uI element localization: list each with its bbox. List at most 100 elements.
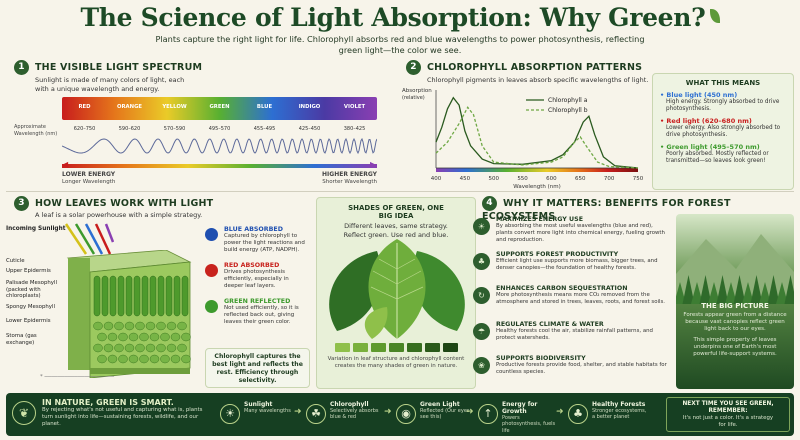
benefit-item: MAXIMIZES ENERGY USE By absorbing the mos… — [496, 216, 668, 243]
big-picture-text-2: This simple property of leaves underpins… — [693, 337, 777, 357]
page-subtitle: Plants capture the right light for life.… — [155, 34, 645, 55]
section-title: WHY IT MATTERS: BENEFITS FOR FOREST ECOS… — [482, 198, 731, 222]
spectrum-band-range: 590–620 — [118, 126, 141, 132]
sunlight-arrows — [64, 223, 114, 255]
color-swatch — [406, 343, 422, 352]
meaning-box: WHAT THIS MEANS • Blue light (450 nm) Hig… — [652, 73, 794, 190]
legend-dot — [205, 264, 218, 277]
color-swatch — [442, 343, 458, 352]
legend-dot — [205, 228, 218, 241]
x-tick-label: 450 — [460, 176, 471, 182]
meaning-title: WHAT THIS MEANS — [685, 79, 761, 87]
legend-text: BLUE ABSORBED Captured by chlorophyll to … — [224, 226, 308, 254]
arrow-right-icon: ➜ — [384, 407, 392, 417]
benefit-text: Efficient light use supports more biomas… — [496, 258, 658, 271]
benefit-title: ENHANCES CARBON SEQUESTRATION — [496, 285, 628, 292]
benefit-icon: ❀ — [473, 357, 490, 374]
lower-energy-label: LOWER ENERGY Longer Wavelength — [62, 171, 116, 185]
legend-desc: Captured by chlorophyll to power the lig… — [224, 233, 305, 253]
shades-panel: SHADES OF GREEN, ONE BIG IDEA Different … — [316, 197, 476, 389]
benefit-title: SUPPORTS BIODIVERSITY — [496, 355, 586, 362]
color-swatch — [370, 343, 386, 352]
step-item: Green Light Reflected (Our eyes see this) — [420, 401, 476, 421]
spectrum-band-range: 455–495 — [253, 126, 276, 132]
x-tick-label: 600 — [546, 176, 557, 182]
section-title: HOW LEAVES WORK WITH LIGHT — [35, 198, 214, 209]
leaf-icon — [709, 9, 720, 23]
wave-graphic — [62, 137, 377, 155]
legend-text: RED ABSORBED Drives photosynthesis effici… — [224, 262, 308, 290]
step-text: Powers photosynthesis, fuels life — [502, 415, 556, 434]
spectrum-band-range: 620–750 — [73, 126, 96, 132]
section-number: 3 — [14, 196, 29, 211]
section-description: Chlorophyll pigments in leaves absorb sp… — [427, 76, 649, 84]
leaf-legend: BLUE ABSORBED Captured by chlorophyll to … — [205, 226, 308, 334]
spectrum-band-label: GREEN — [209, 104, 230, 110]
step-icon: ◉ — [396, 404, 416, 424]
step-title: Energy for Growth — [502, 401, 538, 415]
footer-text: By rejecting what's not useful and captu… — [42, 407, 203, 427]
footnote-line: * ───────────────────── — [40, 374, 115, 380]
benefit-icon: ☂ — [473, 323, 490, 340]
spectrum-band-label: YELLOW — [162, 104, 187, 110]
section-number: 1 — [14, 60, 29, 75]
step-item: Chlorophyll Selectively absorbs blue & re… — [330, 401, 386, 421]
series-line-1 — [435, 96, 639, 169]
step-title: Green Light — [420, 401, 460, 408]
spectrum-strip — [436, 168, 638, 172]
arrow-right-icon: ➜ — [556, 407, 564, 417]
layer-label: Lower Epidermis — [6, 318, 51, 324]
step-title: Sunlight — [244, 401, 273, 408]
meaning-item-head: • Green light (495–570 nm) — [660, 143, 760, 151]
benefit-title: REGULATES CLIMATE & WATER — [496, 321, 604, 328]
series-line-2 — [435, 106, 639, 169]
legend-text: GREEN REFLECTED Not used efficiently, so … — [224, 298, 308, 326]
section-number: 2 — [406, 60, 421, 75]
big-picture-panel: THE BIG PICTURE Forests appear green fro… — [676, 214, 794, 389]
color-swatch — [424, 343, 440, 352]
x-tick-label: 500 — [488, 176, 499, 182]
arrow-left-icon: ◀ — [62, 160, 69, 169]
benefit-text: Healthy forests cool the air, stabilize … — [496, 328, 653, 341]
step-icon: ♣ — [568, 404, 588, 424]
layer-label: Cuticle — [6, 258, 25, 264]
y-axis-label-unit: (relative) — [402, 95, 425, 101]
absorption-chart: 400 450 500 550 600 650 700 750 Wavelength (nm) A… — [402, 88, 644, 190]
step-title: Chlorophyll — [330, 401, 369, 408]
step-item: Healthy Forests Stronger ecosystems, a be… — [592, 401, 648, 421]
page-title: The Science of Light Absorption: Why Gre… — [0, 3, 800, 32]
section-number: 4 — [482, 196, 497, 211]
step-icon: ↑ — [478, 404, 498, 424]
step-icon: ☘ — [306, 404, 326, 424]
layer-label: Upper Epidermis — [6, 268, 51, 274]
benefit-text: By absorbing the most useful wavelengths… — [496, 223, 665, 243]
spectrum-band-range: 570–590 — [163, 126, 186, 132]
energy-gradient-bar — [62, 164, 377, 168]
next-time-head: NEXT TIME YOU SEE GREEN, REMEMBER: — [682, 401, 774, 414]
benefit-title: SUPPORTS FOREST PRODUCTIVITY — [496, 251, 619, 258]
arrow-right-icon: ➜ — [466, 407, 474, 417]
callout-box: Chlorophyll captures the best light and … — [205, 348, 310, 388]
why-header: 4 WHY IT MATTERS: BENEFITS FOR FOREST ECO… — [482, 196, 792, 222]
x-tick-label: 700 — [604, 176, 615, 182]
absorption-header: 2 CHLOROPHYLL ABSORPTION PATTERNS Chlorop… — [406, 60, 656, 85]
incoming-sunlight-label: Incoming Sunlight — [6, 226, 66, 232]
shades-line-2: Reflect green. Use red and blue. — [343, 230, 449, 239]
legend-label: Chlorophyll a — [548, 97, 588, 104]
legend-row: RED ABSORBED Drives photosynthesis effici… — [205, 262, 308, 290]
spectrum-band-range: 425–450 — [298, 126, 321, 132]
spectrum-band-label: BLUE — [256, 104, 273, 110]
x-tick-label: 750 — [633, 176, 644, 182]
next-time-text: It's not just a color. It's a strategy f… — [682, 415, 774, 428]
y-axis-label: Absorption — [402, 88, 432, 94]
spectrum-band-label: INDIGO — [298, 104, 321, 110]
x-tick-label: 550 — [517, 176, 528, 182]
legend-head: RED ABSORBED — [224, 262, 280, 269]
meaning-item: • Green light (495–570 nm) Poorly absorbe… — [660, 143, 786, 165]
spectrum-band-label: ORANGE — [116, 104, 143, 110]
benefit-item: REGULATES CLIMATE & WATER Healthy forests… — [496, 321, 668, 342]
meaning-item-text: Poorly absorbed. Mostly reflected or tra… — [666, 151, 769, 164]
footer-headline: IN NATURE, GREEN IS SMART. — [42, 398, 174, 407]
spectrum-bar — [62, 97, 377, 120]
benefit-item: SUPPORTS FOREST PRODUCTIVITY Efficient li… — [496, 251, 668, 272]
